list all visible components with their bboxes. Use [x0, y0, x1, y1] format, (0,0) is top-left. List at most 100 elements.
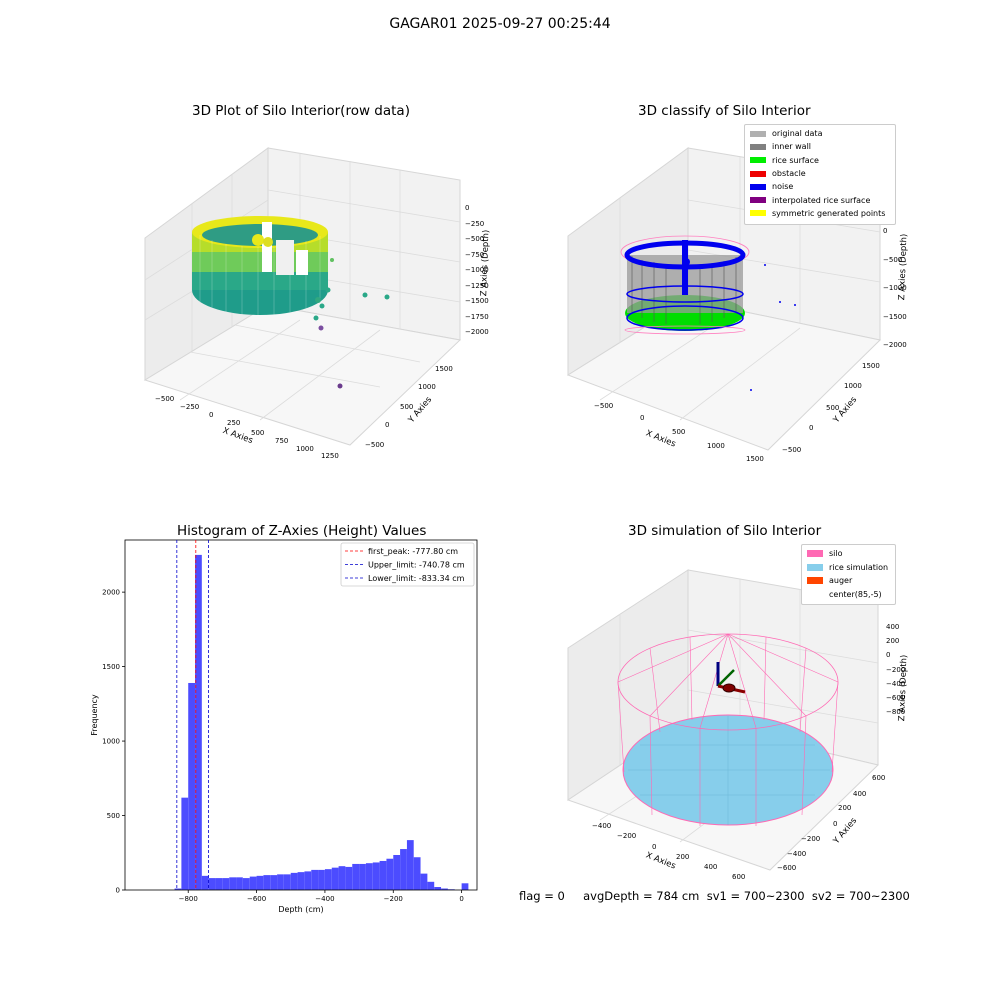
histogram-bar [427, 881, 435, 890]
sim-panel-title: 3D simulation of Silo Interior [628, 523, 822, 539]
raw-ztick: −1750 [465, 312, 489, 321]
histogram-bar [195, 554, 202, 890]
sim-xtick: 600 [732, 873, 746, 881]
raw-xtick: 0 [209, 411, 214, 419]
classify-ztick: −2000 [883, 341, 907, 349]
raw-ytick: 0 [385, 421, 390, 429]
legend-swatch [807, 550, 823, 558]
histogram-frame [124, 539, 478, 891]
histogram-legend [340, 542, 475, 587]
classify-ztick: −1500 [883, 312, 907, 321]
histogram-title: Histogram of Z-Axies (Height) Values [177, 523, 427, 539]
legend-swatch [750, 197, 766, 204]
raw-ztick: −1000 [465, 266, 489, 274]
histogram-bar [359, 863, 366, 890]
histogram-bar [461, 883, 469, 890]
histogram-bar [420, 873, 428, 890]
legend-label: rice simulation [829, 562, 889, 572]
x-tick-label: −600 [247, 895, 266, 903]
sim-xtick: −400 [592, 822, 612, 830]
sim-ztick: −400 [886, 679, 906, 688]
legend-label: first_peak: -777.80 cm [368, 547, 458, 556]
histogram-bar [441, 888, 448, 890]
legend-swatch [750, 183, 766, 190]
raw-ztick: 0 [465, 204, 470, 212]
sim-ztick: 400 [886, 623, 900, 631]
raw-zticks: 0 −250 −500 −750 −1000 −1250 −1500 −1750… [465, 201, 489, 341]
legend-label: rice surface [772, 155, 819, 165]
legend-swatch [750, 130, 766, 137]
raw-ztick: −500 [465, 235, 485, 243]
classify-zticks: 0 −500 −1000 −1500 −2000 [883, 217, 907, 360]
legend-label: silo [829, 549, 843, 559]
histogram-bar [365, 863, 373, 890]
simulation-3d-plot [566, 569, 880, 871]
legend-swatch [807, 563, 823, 571]
classify-xtick: 500 [672, 428, 686, 436]
histogram-bar [331, 867, 339, 890]
histogram-bar [263, 875, 271, 890]
histogram-bar [222, 878, 230, 890]
raw-xtick: 250 [227, 419, 241, 427]
legend-entry: silo [802, 547, 895, 561]
sim-ytick: 600 [872, 774, 886, 782]
sim-ytick: −400 [787, 850, 807, 858]
sim-xtick: 0 [652, 843, 657, 851]
status-line: flag = 0 avgDepth = 784 cm sv1 = 700~230… [519, 889, 910, 903]
histogram-bar [277, 874, 284, 890]
legend-label: symmetric generated points [772, 208, 886, 218]
legend-label: noise [772, 182, 794, 192]
x-tick-label: −800 [179, 895, 198, 903]
classify-xtick: 1500 [746, 455, 764, 463]
legend-entry: center(85,-5) [802, 588, 895, 602]
legend-entry: original data [745, 127, 895, 140]
raw-data-3d-plot [143, 147, 462, 446]
legend-swatch [750, 143, 766, 150]
y-tick-label: 1000 [102, 738, 120, 746]
legend-swatch [750, 210, 766, 217]
x-tick-label: 0 [459, 895, 463, 903]
histogram-bar [318, 869, 325, 890]
histogram-bar [236, 877, 243, 890]
legend-entry: rice surface [745, 154, 895, 167]
legend-swatch [807, 590, 823, 598]
sim-ytick: 0 [833, 820, 838, 828]
legend-swatch [750, 157, 766, 164]
classify-ytick: 500 [826, 404, 840, 412]
legend-entry: obstacle [745, 167, 895, 180]
histogram-bar [372, 862, 380, 890]
histogram-bar [242, 878, 250, 890]
sim-ytick: −600 [777, 864, 797, 872]
raw-xtick: −500 [155, 395, 175, 403]
legend-swatch [750, 170, 766, 177]
legend-swatch [807, 577, 823, 585]
sim-ztick: −200 [886, 665, 906, 674]
classify-ztick: −500 [883, 255, 903, 264]
histogram-bar [304, 871, 312, 890]
histogram-bar [181, 797, 189, 890]
histogram-bar [215, 878, 223, 890]
raw-xtick: 500 [251, 429, 265, 437]
sim-xtick: 200 [676, 853, 690, 861]
sim-zticks: 400 200 0 −200 −400 −600 −800 [886, 620, 905, 719]
raw-ztick: −750 [465, 250, 485, 259]
figure-title: GAGAR01 2025-09-27 00:25:44 [389, 16, 611, 32]
histogram: −800 −600 −400 −200 0 0 500 1000 1500 2000 Depth (… [90, 539, 478, 914]
raw-ztick: −2000 [465, 328, 489, 336]
legend-entry: inner wall [745, 140, 895, 153]
histogram-bar [352, 863, 360, 890]
histogram-xlabel: Depth (cm) [278, 905, 323, 914]
histogram-bar [400, 849, 407, 890]
histogram-bar [338, 866, 346, 890]
y-tick-label: 2000 [102, 589, 120, 597]
classify-xtick: 0 [640, 414, 645, 422]
raw-xtick: −250 [180, 403, 200, 411]
x-tick-label: −200 [384, 895, 403, 903]
classify-ytick: 1500 [862, 362, 880, 370]
histogram-ylabel: Frequency [90, 694, 99, 736]
histogram-bar [324, 869, 332, 890]
classify-ztick: 0 [883, 227, 888, 235]
raw-ytick: 1500 [435, 365, 453, 373]
legend-entry: interpolated rice surface [745, 193, 895, 206]
histogram-bar [256, 875, 264, 890]
